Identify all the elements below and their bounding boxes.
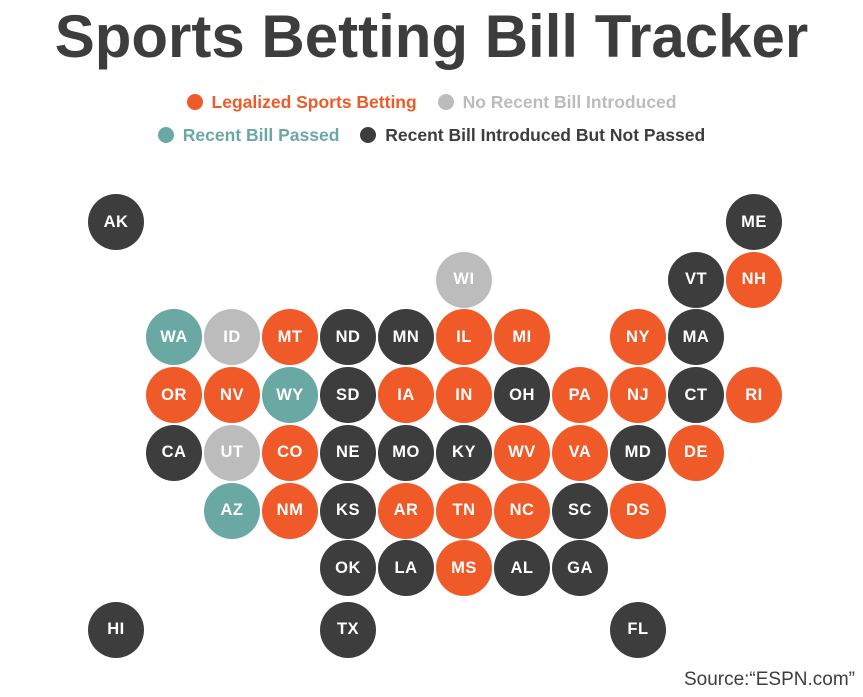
state-ms: MS — [436, 540, 492, 597]
state-ca: CA — [146, 424, 202, 481]
state-hi: HI — [88, 601, 144, 658]
state-ma: MA — [668, 309, 724, 366]
legend-label-introduced: Recent Bill Introduced But Not Passed — [385, 125, 706, 145]
state-ky: KY — [436, 424, 492, 481]
legend-dot-passed-icon — [157, 127, 174, 143]
legend-item-legalized: Legalized Sports Betting — [186, 92, 417, 113]
state-wi: WI — [436, 251, 492, 308]
source-credit: Source:“ESPN.com” — [683, 669, 855, 690]
state-sc: SC — [552, 482, 608, 539]
state-or: OR — [146, 367, 202, 424]
legend-row: Legalized Sports Betting No Recent Bill … — [0, 92, 863, 113]
state-mt: MT — [262, 309, 318, 366]
state-tx: TX — [320, 601, 376, 658]
state-nh: NH — [726, 251, 782, 308]
legend-dot-introduced-icon — [360, 127, 377, 143]
state-vt: VT — [668, 251, 724, 308]
state-in: IN — [436, 367, 492, 424]
state-wa: WA — [146, 309, 202, 366]
state-wv: WV — [494, 424, 550, 481]
legend-label-legalized: Legalized Sports Betting — [211, 92, 417, 112]
state-tn: TN — [436, 482, 492, 539]
state-ia: IA — [378, 367, 434, 424]
state-fl: FL — [610, 601, 666, 658]
state-il: IL — [436, 309, 492, 366]
state-ny: NY — [610, 309, 666, 366]
legend-label-none: No Recent Bill Introduced — [462, 92, 677, 112]
state-mi: MI — [494, 309, 550, 366]
state-md: MD — [610, 424, 666, 481]
state-sd: SD — [320, 367, 376, 424]
state-nj: NJ — [610, 367, 666, 424]
state-va: VA — [552, 424, 608, 481]
state-ct: CT — [668, 367, 724, 424]
state-nc: NC — [494, 482, 550, 539]
legend-row: Recent Bill Passed Recent Bill Introduce… — [0, 125, 863, 146]
state-az: AZ — [204, 482, 260, 539]
state-id: ID — [204, 309, 260, 366]
state-wy: WY — [262, 367, 318, 424]
page-title: Sports Betting Bill Tracker — [54, 3, 809, 70]
state-ok: OK — [320, 540, 376, 597]
legend-item-passed: Recent Bill Passed — [157, 125, 340, 146]
state-pa: PA — [552, 367, 608, 424]
legend-item-none: No Recent Bill Introduced — [437, 92, 677, 113]
state-la: LA — [378, 540, 434, 597]
state-ks: KS — [320, 482, 376, 539]
legend-dot-legalized-icon — [186, 94, 203, 110]
state-de: DE — [668, 424, 724, 481]
state-ne: NE — [320, 424, 376, 481]
legend-dot-none-icon — [437, 94, 454, 110]
legend-item-introduced: Recent Bill Introduced But Not Passed — [360, 125, 705, 146]
legend-label-passed: Recent Bill Passed — [182, 125, 340, 145]
state-ut: UT — [204, 424, 260, 481]
state-mo: MO — [378, 424, 434, 481]
state-ri: RI — [726, 367, 782, 424]
state-al: AL — [494, 540, 550, 597]
state-me: ME — [726, 194, 782, 250]
state-mn: MN — [378, 309, 434, 366]
state-ds: DS — [610, 482, 666, 539]
state-nd: ND — [320, 309, 376, 366]
state-ga: GA — [552, 540, 608, 597]
state-ak: AK — [88, 194, 144, 250]
state-ar: AR — [378, 482, 434, 539]
state-co: CO — [262, 424, 318, 481]
state-nv: NV — [204, 367, 260, 424]
state-oh: OH — [494, 367, 550, 424]
state-nm: NM — [262, 482, 318, 539]
